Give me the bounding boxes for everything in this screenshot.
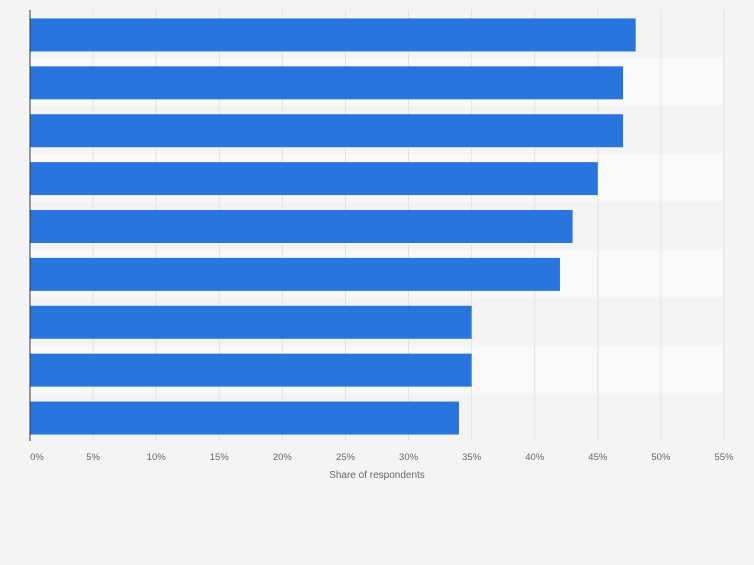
- x-tick-label: 0%: [30, 452, 44, 463]
- x-tick-label: 20%: [273, 452, 293, 463]
- x-tick-label: 45%: [588, 452, 608, 463]
- bar[interactable]: [30, 18, 636, 52]
- x-tick-label: 50%: [651, 452, 671, 463]
- x-tick-label: 25%: [336, 452, 356, 463]
- bar[interactable]: [30, 305, 472, 339]
- x-axis-tick-labels: 0% 5% 10% 15% 20% 25% 30% 35% 40% 45% 50% 55%: [30, 452, 734, 463]
- bar[interactable]: [30, 66, 624, 100]
- x-tick-label: 30%: [399, 452, 419, 463]
- bar[interactable]: [30, 353, 472, 387]
- x-axis-title: Share of respondents: [329, 470, 425, 481]
- x-tick-label: 55%: [714, 452, 734, 463]
- bar[interactable]: [30, 162, 598, 196]
- x-tick-label: 35%: [462, 452, 482, 463]
- bar[interactable]: [30, 210, 573, 243]
- bars: [30, 18, 636, 435]
- x-tick-label: 10%: [147, 452, 167, 463]
- x-tick-label: 15%: [210, 452, 230, 463]
- bar[interactable]: [30, 114, 624, 148]
- x-tick-label: 5%: [86, 452, 100, 463]
- x-tick-label: 40%: [525, 452, 545, 463]
- bar[interactable]: [30, 401, 460, 435]
- bar[interactable]: [30, 257, 560, 291]
